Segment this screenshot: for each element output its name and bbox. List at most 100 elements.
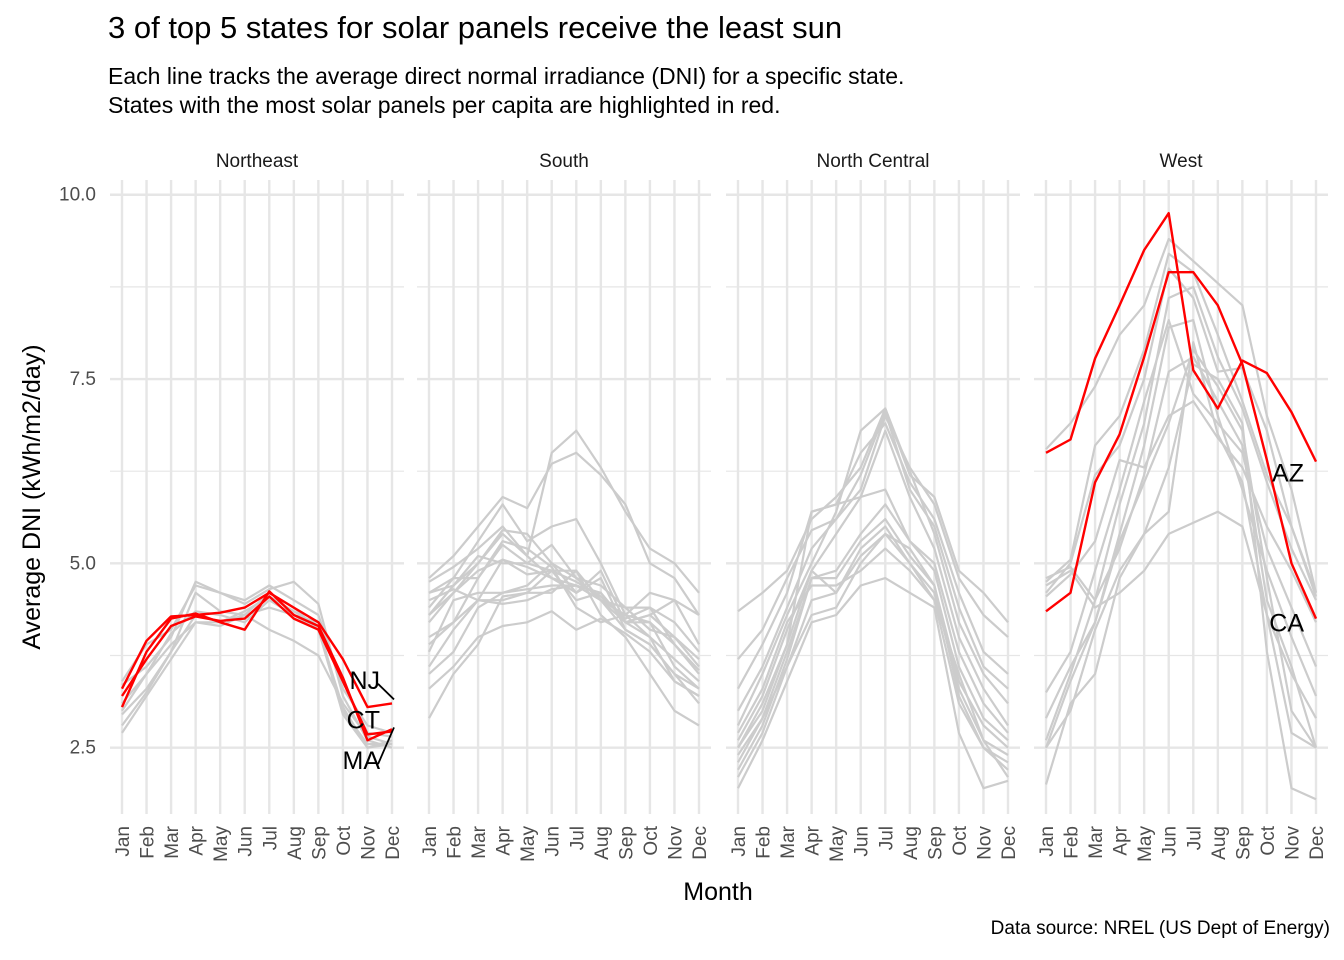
x-tick-label: Jul xyxy=(567,826,588,850)
subtitle-line-2: States with the most solar panels per ca… xyxy=(108,92,781,118)
x-tick-label: Jul xyxy=(260,826,281,850)
series-line-other xyxy=(737,532,1009,771)
series-line-other xyxy=(1044,348,1317,749)
series-line-highlight xyxy=(1045,212,1318,463)
x-tick-label: Sep xyxy=(309,826,330,860)
subtitle-line-1: Each line tracks the average direct norm… xyxy=(108,63,905,89)
x-tick-label: Nov xyxy=(358,826,379,860)
x-tick-label: Oct xyxy=(1258,825,1279,855)
series-line-other xyxy=(428,554,700,675)
x-tick-label: Jan xyxy=(729,826,750,857)
facet-label: North Central xyxy=(817,151,930,172)
x-tick-label: Apr xyxy=(494,825,515,855)
series-line-other xyxy=(737,422,1009,690)
series-line-other xyxy=(428,558,700,671)
series-line-other xyxy=(1044,363,1317,801)
chart-title: 3 of top 5 states for solar panels recei… xyxy=(108,10,843,45)
x-tick-label: Apr xyxy=(187,825,208,855)
x-tick-label: Apr xyxy=(803,825,824,855)
series-line-other xyxy=(428,540,700,683)
series-line-other xyxy=(1045,510,1317,719)
series-line-other xyxy=(1044,355,1318,749)
series-line-other xyxy=(1045,341,1317,749)
x-tick-label: Jan xyxy=(1037,826,1058,857)
series-line-other xyxy=(428,451,700,616)
x-tick-label: Aug xyxy=(285,826,306,860)
series-line-other xyxy=(1045,252,1318,594)
series-line-other xyxy=(1045,400,1317,623)
x-tick-label: Jun xyxy=(852,826,873,857)
x-tick-label: Nov xyxy=(665,826,686,860)
label-leader-line xyxy=(377,683,395,701)
series-line-other xyxy=(737,532,1009,778)
x-tick-label: Mar xyxy=(778,825,799,858)
x-tick-label: Oct xyxy=(641,825,662,855)
series-line-other xyxy=(428,429,700,594)
x-tick-label: Sep xyxy=(1233,826,1254,860)
x-tick-label: Feb xyxy=(754,826,775,859)
x-tick-label: Jun xyxy=(543,826,564,857)
state-label: CA xyxy=(1269,609,1304,637)
state-label: NJ xyxy=(349,667,380,695)
x-tick-label: Jan xyxy=(420,826,441,857)
y-tick-label: 2.5 xyxy=(70,738,96,759)
x-tick-label: Aug xyxy=(1209,826,1230,860)
chart-subtitle: Each line tracks the average direct norm… xyxy=(108,62,904,120)
series-line-other xyxy=(737,407,1009,726)
x-tick-label: Sep xyxy=(925,826,946,860)
chart-caption: Data source: NREL (US Dept of Energy) xyxy=(990,918,1330,939)
series-line-other xyxy=(737,518,1009,771)
x-tick-label: Jul xyxy=(1184,826,1205,850)
series-line-other xyxy=(737,414,1009,660)
series-line-other xyxy=(1045,267,1318,597)
x-tick-label: Aug xyxy=(592,826,613,860)
series-line-other xyxy=(737,411,1009,712)
x-tick-label: Dec xyxy=(690,826,711,860)
y-tick-label: 5.0 xyxy=(70,553,96,574)
x-tick-label: Jun xyxy=(1160,826,1181,857)
y-axis-title: Average DNI (kWh/m2/day) xyxy=(18,344,46,649)
series-line-other xyxy=(428,610,700,697)
x-axis-title: Month xyxy=(683,878,752,906)
x-tick-label: Feb xyxy=(138,826,159,859)
series-line-other xyxy=(121,613,393,746)
series-line-other xyxy=(737,503,1009,756)
x-tick-label: Feb xyxy=(445,826,466,859)
series-line-other xyxy=(428,569,700,727)
x-tick-label: Jun xyxy=(236,826,257,857)
x-tick-label: Oct xyxy=(334,825,355,855)
x-tick-label: Dec xyxy=(999,826,1020,860)
facet-label: West xyxy=(1160,151,1204,172)
series-line-other xyxy=(428,543,700,661)
x-tick-label: Mar xyxy=(469,825,490,858)
x-tick-label: May xyxy=(211,826,232,862)
x-tick-label: May xyxy=(518,826,539,862)
x-tick-label: May xyxy=(1135,826,1156,862)
x-tick-label: May xyxy=(827,826,848,862)
state-label: AZ xyxy=(1272,460,1304,488)
state-label: MA xyxy=(343,747,381,775)
x-tick-label: Sep xyxy=(616,826,637,860)
series-line-other xyxy=(737,577,1009,790)
x-tick-label: Dec xyxy=(1307,826,1328,860)
label-leader-line xyxy=(377,727,395,765)
state-label: CT xyxy=(347,707,380,735)
series-line-other xyxy=(1045,319,1318,693)
x-tick-label: Nov xyxy=(1282,826,1303,860)
series-line-other xyxy=(737,547,1009,778)
facet-label: South xyxy=(539,151,589,172)
x-tick-label: Nov xyxy=(974,826,995,860)
series-line-highlight xyxy=(120,591,393,709)
series-line-highlight xyxy=(121,595,393,736)
y-tick-label: 10.0 xyxy=(59,185,96,206)
x-tick-label: Mar xyxy=(162,825,183,858)
x-tick-label: Jul xyxy=(876,826,897,850)
x-tick-label: Mar xyxy=(1086,825,1107,858)
x-tick-label: Oct xyxy=(950,825,971,855)
series-line-other xyxy=(1045,237,1318,594)
x-tick-label: Feb xyxy=(1062,826,1083,859)
x-tick-label: Jan xyxy=(113,826,134,857)
x-tick-label: Dec xyxy=(383,826,404,860)
y-tick-label: 7.5 xyxy=(70,369,96,390)
x-tick-label: Apr xyxy=(1111,825,1132,855)
